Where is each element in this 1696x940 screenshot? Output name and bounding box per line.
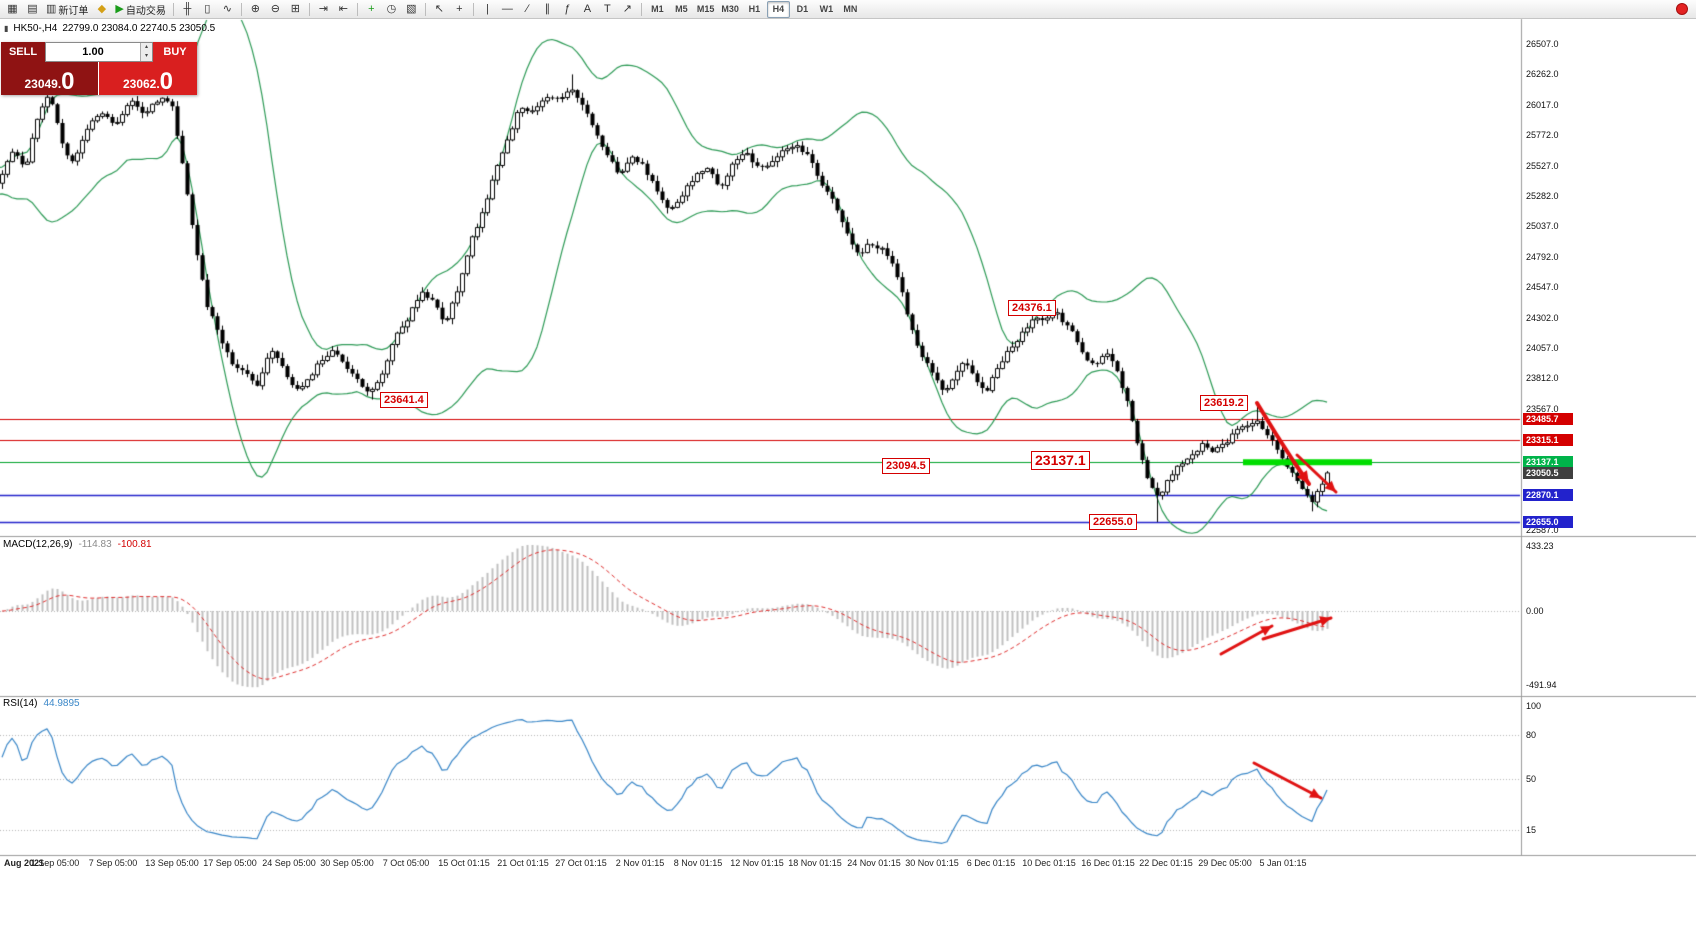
- fibonacci-button[interactable]: ƒ: [558, 1, 577, 18]
- profiles-icon: ▤: [27, 2, 38, 15]
- templates-button[interactable]: ▧: [402, 1, 421, 18]
- templates-icon: ▧: [406, 2, 417, 15]
- timeframe-m30-button[interactable]: M30: [721, 4, 739, 14]
- auto-trading-button-label: 自动交易: [125, 5, 166, 17]
- macd-value: -114.83: [78, 539, 112, 550]
- timeframe-h1-button[interactable]: H1: [748, 4, 761, 14]
- symbol-ohlc: 22799.0 23084.0 22740.5 23050.5: [62, 23, 216, 34]
- indicators-button[interactable]: +: [362, 1, 381, 18]
- text-button[interactable]: A: [578, 1, 597, 18]
- horizontal-line-button[interactable]: —: [498, 1, 517, 18]
- new-order-button-label: 新订单: [58, 5, 89, 17]
- volume-decrease-button[interactable]: ▾: [141, 52, 152, 61]
- buy-price-main: 23062.: [122, 77, 160, 91]
- sell-price-big-digit: 0: [61, 67, 75, 95]
- cursor-button[interactable]: ↖: [430, 1, 449, 18]
- auto-scroll-button[interactable]: ⇥: [314, 1, 333, 18]
- chart-shift-button[interactable]: ⇤: [334, 1, 353, 18]
- symbol-info: ▮ HK50-,H4 22799.0 23084.0 22740.5 23050…: [4, 23, 215, 34]
- main-toolbar: ▦ ▤ ▥ 新订单 ◆ ▶ 自动交易 ╫ ▯ ∿ ⊕ ⊖ ⊞ ⇥ ⇤ + ◷ ▧ ↖ + | — ∕ ∥ ƒ A T ↗ M1 M5 M15…: [0, 0, 1696, 19]
- new-chart-icon: ▦: [7, 2, 18, 15]
- macd-label: MACD(12,26,9) -114.83 -100.81: [3, 539, 152, 550]
- line-chart-icon: ∿: [222, 2, 232, 15]
- vertical-line-icon: |: [485, 2, 489, 15]
- tile-windows-button[interactable]: ⊞: [286, 1, 305, 18]
- bar-chart-button[interactable]: ╫: [178, 1, 197, 18]
- toolbar-separator: [640, 2, 642, 16]
- toolbar-separator: [240, 2, 242, 16]
- line-chart-button[interactable]: ∿: [218, 1, 237, 18]
- indicators-icon: +: [368, 2, 375, 15]
- symbol-title: HK50-,H4: [13, 23, 58, 34]
- trendline-icon: ∕: [526, 2, 529, 15]
- horizontal-line-icon: —: [501, 2, 513, 15]
- volume-value: 1.00: [82, 46, 104, 58]
- macd-signal-value: -100.81: [117, 539, 152, 550]
- rsi-label: RSI(14) 44.9895: [3, 698, 80, 709]
- profiles-button[interactable]: ▤: [23, 1, 42, 18]
- timeframe-mn-button[interactable]: MN: [843, 4, 858, 14]
- crosshair-button[interactable]: +: [450, 1, 469, 18]
- notification-icon[interactable]: [1676, 3, 1688, 15]
- rsi-name: RSI(14): [3, 698, 38, 709]
- sell-price[interactable]: 23049. 0: [1, 62, 99, 95]
- channel-button[interactable]: ∥: [538, 1, 557, 18]
- text-icon: A: [583, 2, 592, 15]
- buy-button[interactable]: BUY: [153, 42, 197, 62]
- one-click-trade-panel: SELL 1.00 ▴ ▾ BUY 23049. 0 23062. 0: [1, 42, 197, 95]
- rsi-value: 44.9895: [43, 698, 80, 709]
- timeframe-m15-button[interactable]: M15: [696, 4, 715, 14]
- timeframe-m1-button[interactable]: M1: [651, 4, 664, 14]
- new-chart-button[interactable]: ▦: [3, 1, 22, 18]
- label-icon: T: [604, 2, 611, 15]
- label-button[interactable]: T: [598, 1, 617, 18]
- timeframe-w1-button[interactable]: W1: [819, 4, 834, 14]
- expert-advisors-icon: ◆: [97, 2, 107, 15]
- periods-button[interactable]: ◷: [382, 1, 401, 18]
- sell-button[interactable]: SELL: [1, 42, 45, 62]
- auto-trading-icon: ▶: [115, 2, 124, 15]
- toolbar-separator: [356, 2, 358, 16]
- expert-advisors-button[interactable]: ◆: [92, 1, 111, 18]
- volume-increase-button[interactable]: ▴: [141, 43, 152, 52]
- new-order-icon: ▥: [46, 2, 57, 15]
- periods-icon: ◷: [386, 2, 397, 15]
- bar-chart-icon: ╫: [183, 2, 192, 15]
- toolbar-separator: [472, 2, 474, 16]
- vertical-line-button[interactable]: |: [478, 1, 497, 18]
- zoom-out-icon: ⊖: [270, 2, 280, 15]
- zoom-in-button[interactable]: ⊕: [246, 1, 265, 18]
- timeframe-h4-button[interactable]: H4: [766, 0, 790, 18]
- new-order-button[interactable]: ▥ 新订单: [43, 1, 91, 18]
- toolbar-separator: [424, 2, 426, 16]
- auto-trading-button[interactable]: ▶ 自动交易: [112, 1, 168, 18]
- candlestick-chart-button[interactable]: ▯: [198, 1, 217, 18]
- fibonacci-icon: ƒ: [564, 2, 571, 15]
- tile-windows-icon: ⊞: [290, 2, 300, 15]
- candlestick-chart-icon: ▯: [204, 2, 211, 15]
- toolbar-separator: [308, 2, 310, 16]
- volume-input[interactable]: 1.00 ▴ ▾: [45, 42, 153, 62]
- arrows-button[interactable]: ↗: [618, 1, 637, 18]
- macd-name: MACD(12,26,9): [3, 539, 73, 550]
- zoom-out-button[interactable]: ⊖: [266, 1, 285, 18]
- buy-price[interactable]: 23062. 0: [99, 62, 197, 95]
- timeframe-d1-button[interactable]: D1: [796, 4, 809, 14]
- buy-price-big-digit: 0: [159, 67, 174, 95]
- zoom-in-icon: ⊕: [250, 2, 260, 15]
- trendline-button[interactable]: ∕: [518, 1, 537, 18]
- cursor-icon: ↖: [434, 2, 444, 15]
- chart-shift-icon: ⇤: [338, 2, 348, 15]
- crosshair-icon: +: [456, 2, 463, 15]
- chart-symbol-icon: ▮: [4, 24, 9, 33]
- timeframe-m5-button[interactable]: M5: [675, 4, 688, 14]
- sell-price-main: 23049.: [24, 77, 62, 91]
- auto-scroll-icon: ⇥: [318, 2, 328, 15]
- toolbar-separator: [172, 2, 174, 16]
- arrows-icon: ↗: [622, 2, 632, 15]
- channel-icon: ∥: [544, 2, 551, 15]
